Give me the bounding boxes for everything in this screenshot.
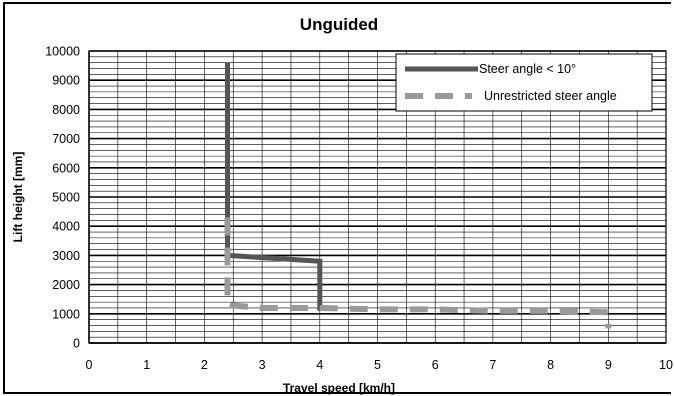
x-tick-label: 0 [86,358,93,372]
y-tick-label: 6000 [52,161,80,175]
y-tick-label: 3000 [52,249,80,263]
x-axis-title: Travel speed [km/h] [283,381,395,395]
x-tick-label: 7 [489,358,496,372]
y-tick-label: 1000 [52,307,80,321]
x-tick-label: 9 [605,358,612,372]
y-tick-label: 7000 [52,132,80,146]
y-tick-label: 0 [73,337,80,351]
x-tick-label: 8 [547,358,554,372]
x-tick-labels: 0 1 2 3 4 5 6 7 8 9 10 [86,358,673,372]
series-line-0 [228,63,320,311]
x-tick-label: 2 [201,358,208,372]
y-axis-title: Lift height [mm] [11,152,25,243]
x-tick-label: 6 [432,358,439,372]
x-tick-label: 3 [259,358,266,372]
y-tick-label: 2000 [52,278,80,292]
x-tick-label: 4 [316,358,323,372]
y-tick-label: 10000 [45,45,80,59]
x-tick-label: 10 [659,358,673,372]
y-tick-label: 8000 [52,103,80,117]
y-tick-labels: 0 1000 2000 3000 4000 5000 6000 7000 8000 9000 100… [45,45,80,351]
y-tick-label: 4000 [52,220,80,234]
x-tick-label: 5 [374,358,381,372]
legend-label-steer-angle: Steer angle < 10° [479,62,576,76]
x-tick-label: 1 [143,358,150,372]
chart-title: Unguided [300,15,378,34]
y-tick-label: 9000 [52,74,80,88]
legend-label-unrestricted: Unrestricted steer angle [484,89,617,103]
y-tick-label: 5000 [52,191,80,205]
legend: Steer angle < 10° Unrestricted steer ang… [396,54,652,111]
